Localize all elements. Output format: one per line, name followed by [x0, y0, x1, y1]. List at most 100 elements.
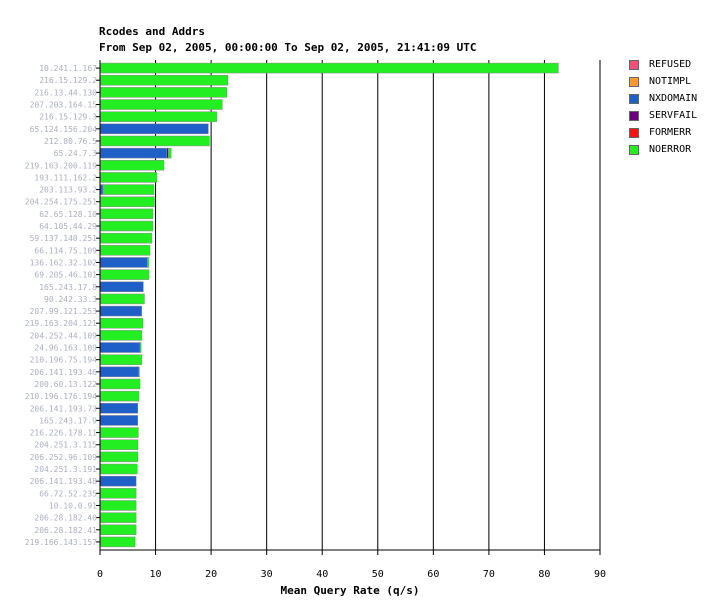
category-label: 210.196.176.194	[25, 392, 97, 401]
category-label: 203.113.93.2	[39, 186, 97, 195]
category-label: 136.162.32.102	[30, 258, 98, 267]
bar-noerror	[99, 536, 136, 548]
category-label: 216.226.178.11	[30, 429, 98, 438]
bar-noerror	[99, 74, 229, 86]
category-label: 10.10.0.91	[49, 501, 97, 510]
bar-noerror	[139, 342, 142, 353]
bar-noerror	[99, 160, 165, 171]
bar-noerror	[99, 99, 223, 110]
category-label: 90.242.33.3	[44, 295, 97, 304]
category-label: 62.65.128.10	[39, 210, 97, 219]
category-label: 206.141.193.73	[30, 404, 98, 413]
category-label: 10.241.1.167	[39, 64, 97, 73]
x-axis-label: Mean Query Rate (q/s)	[280, 584, 419, 597]
category-label: 165.243.17.8	[39, 283, 97, 292]
bar-noerror	[99, 512, 137, 523]
bar-noerror	[99, 463, 138, 475]
bar-nxdomain	[99, 403, 139, 414]
category-label: 219.163.200.119	[25, 161, 97, 170]
category-label: 206.141.193.46	[30, 368, 98, 377]
bar-nxdomain	[99, 366, 140, 378]
bar-nxdomain	[99, 305, 142, 317]
legend-swatch	[629, 128, 639, 138]
bar-noerror	[99, 293, 145, 305]
bar-noerror	[99, 245, 151, 256]
chart-title: Rcodes and Addrs	[99, 25, 205, 38]
chart-subtitle: From Sep 02, 2005, 00:00:00 To Sep 02, 2…	[99, 41, 477, 54]
bar-noerror	[138, 366, 140, 378]
bar-noerror	[99, 488, 137, 499]
category-label: 165.243.17.9	[39, 416, 97, 425]
bar-noerror	[99, 439, 139, 450]
x-tick-label: 40	[316, 569, 328, 580]
bar-noerror	[99, 451, 139, 463]
legend-label: NXDOMAIN	[649, 93, 698, 104]
category-label: 219.166.143.157	[25, 538, 97, 547]
category-label: 69.205.46.101	[34, 271, 97, 280]
category-label: 66.72.52.235	[39, 489, 97, 498]
category-label: 219.163.204.121	[25, 319, 97, 328]
legend-swatch	[629, 60, 639, 70]
legend-label: SERVFAIL	[649, 110, 698, 121]
legend-label: NOTIMPL	[649, 76, 692, 87]
bar-noerror	[99, 269, 150, 280]
category-label: 204.254.175.251	[25, 198, 97, 207]
bar-noerror	[99, 196, 155, 207]
category-label: 204.252.44.109	[30, 331, 98, 340]
category-label: 204.251.3.191	[34, 465, 97, 474]
x-tick-label: 10	[150, 569, 162, 580]
axes	[99, 60, 600, 551]
category-label: 64.105.44.29	[39, 222, 97, 231]
bar-noerror	[99, 111, 217, 122]
bar-noerror	[99, 208, 154, 220]
x-tick-label: 50	[372, 569, 384, 580]
x-tick-label: 70	[483, 569, 495, 580]
category-label: 207.203.164.15	[30, 101, 98, 110]
bar-noerror	[99, 500, 137, 511]
bar-noerror	[99, 390, 140, 402]
bar-noerror	[99, 317, 144, 329]
category-label: 24.96.163.109	[34, 344, 97, 353]
category-label: 193.111.162.2	[34, 173, 97, 182]
category-label: 206.28.182.41	[34, 526, 97, 535]
category-labels: 10.241.1.167 216.15.129.2 216.13.44.130 207…	[25, 64, 100, 547]
category-label: 210.196.75.194	[30, 356, 98, 365]
x-tick-label: 0	[97, 569, 103, 580]
bar-nxdomain	[99, 147, 167, 159]
bars	[99, 62, 559, 548]
category-label: 206.141.193.48	[30, 477, 98, 486]
category-label: 216.13.44.130	[34, 88, 97, 97]
bar-noerror	[146, 257, 150, 268]
x-tick-label: 90	[594, 569, 606, 580]
category-label: 200.60.13.122	[34, 380, 97, 389]
x-tick-label: 20	[205, 569, 217, 580]
category-label: 65.124.156.204	[30, 125, 98, 134]
legend-label: FORMERR	[649, 127, 692, 138]
category-label: 216.15.129.2	[39, 76, 97, 85]
grid-lines	[155, 60, 601, 550]
bar-nxdomain	[99, 257, 148, 268]
bar-noerror	[99, 354, 142, 365]
bar-noerror	[99, 378, 141, 390]
legend-swatch	[629, 94, 639, 104]
legend-swatch	[629, 145, 639, 155]
category-label: 206.252.96.109	[30, 453, 98, 462]
bar-noerror	[168, 147, 172, 159]
category-label: 204.251.3.115	[34, 441, 97, 450]
bar-noerror	[99, 524, 137, 536]
category-label: 59.137.140.251	[30, 234, 98, 243]
category-label: 212.80.76.5	[44, 137, 97, 146]
legend-label: REFUSED	[649, 59, 692, 70]
x-ticks: 0 10 20 30 40 50 60 70 80 90	[97, 550, 606, 580]
bar-noerror	[99, 427, 139, 438]
category-label: 207.99.121.253	[30, 307, 98, 316]
x-tick-label: 30	[261, 569, 273, 580]
category-label: 206.28.182.40	[34, 514, 97, 523]
x-tick-label: 80	[538, 569, 550, 580]
x-tick-label: 60	[427, 569, 439, 580]
bar-noerror	[99, 62, 559, 74]
bar-noerror	[99, 172, 157, 183]
bar-noerror	[102, 184, 155, 195]
legend-swatch	[629, 77, 639, 87]
